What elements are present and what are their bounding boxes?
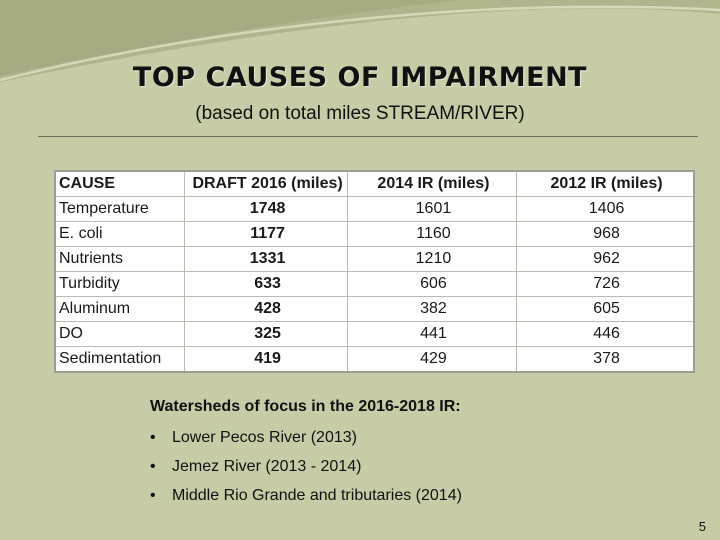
column-header-2012-ir: 2012 IR (miles)	[516, 170, 695, 197]
ir-2014-cell: 441	[346, 321, 518, 347]
watershed-name: Middle Rio Grande and tributaries (2014)	[172, 487, 462, 504]
list-item: • Jemez River (2013 - 2014)	[150, 452, 462, 481]
ir-2012-cell: 605	[516, 296, 695, 322]
ir-2012-cell: 726	[516, 271, 695, 297]
slide-title: TOP CAUSES OF IMPAIRMENT	[132, 62, 588, 93]
draft-2016-cell: 1177	[184, 221, 348, 247]
table-row: Sedimentation 419 429 378	[54, 346, 695, 373]
cause-cell: Nutrients	[54, 246, 186, 272]
ir-2014-cell: 1601	[346, 196, 518, 222]
list-item: • Middle Rio Grande and tributaries (2014…	[150, 481, 462, 510]
cause-cell: Temperature	[54, 196, 186, 222]
ir-2014-cell: 382	[346, 296, 518, 322]
table-header-row: CAUSE DRAFT 2016 (miles) 2014 IR (miles)…	[54, 170, 695, 197]
watershed-name: Lower Pecos River (2013)	[172, 429, 357, 446]
ir-2012-cell: 968	[516, 221, 695, 247]
draft-2016-cell: 325	[184, 321, 348, 347]
cause-cell: DO	[54, 321, 186, 347]
draft-2016-cell: 1748	[184, 196, 348, 222]
watershed-list: • Lower Pecos River (2013) • Jemez River (…	[150, 423, 462, 510]
watershed-name: Jemez River (2013 - 2014)	[172, 458, 362, 475]
cause-cell: Aluminum	[54, 296, 186, 322]
ir-2014-cell: 606	[346, 271, 518, 297]
ir-2012-cell: 962	[516, 246, 695, 272]
ir-2012-cell: 1406	[516, 196, 695, 222]
list-item: • Lower Pecos River (2013)	[150, 423, 462, 452]
draft-2016-cell: 428	[184, 296, 348, 322]
column-header-2014-ir: 2014 IR (miles)	[346, 170, 518, 197]
table-row: E. coli 1177 1160 968	[54, 221, 695, 247]
bullet-icon: •	[150, 487, 156, 504]
divider-line	[38, 136, 698, 137]
cause-cell: E. coli	[54, 221, 186, 247]
focus-heading: Watersheds of focus in the 2016-2018 IR:	[150, 398, 461, 415]
draft-2016-cell: 419	[184, 346, 348, 373]
draft-2016-cell: 633	[184, 271, 348, 297]
ir-2012-cell: 446	[516, 321, 695, 347]
cause-cell: Turbidity	[54, 271, 186, 297]
bullet-icon: •	[150, 429, 156, 446]
column-header-cause: CAUSE	[54, 170, 186, 197]
ir-2014-cell: 1160	[346, 221, 518, 247]
table-row: Temperature 1748 1601 1406	[54, 196, 695, 222]
impairment-table: CAUSE DRAFT 2016 (miles) 2014 IR (miles)…	[54, 170, 695, 373]
ir-2012-cell: 378	[516, 346, 695, 373]
table-row: Aluminum 428 382 605	[54, 296, 695, 322]
watersheds-focus: Watersheds of focus in the 2016-2018 IR:…	[150, 395, 462, 510]
draft-2016-cell: 1331	[184, 246, 348, 272]
ir-2014-cell: 1210	[346, 246, 518, 272]
decorative-swoosh	[0, 0, 720, 82]
table-row: Nutrients 1331 1210 962	[54, 246, 695, 272]
column-header-draft-2016: DRAFT 2016 (miles)	[184, 170, 348, 197]
bullet-icon: •	[150, 458, 156, 475]
table-row: DO 325 441 446	[54, 321, 695, 347]
page-number: 5	[698, 519, 706, 534]
cause-cell: Sedimentation	[54, 346, 186, 373]
table-row: Turbidity 633 606 726	[54, 271, 695, 297]
ir-2014-cell: 429	[346, 346, 518, 373]
slide-subtitle: (based on total miles STREAM/RIVER)	[195, 103, 525, 124]
